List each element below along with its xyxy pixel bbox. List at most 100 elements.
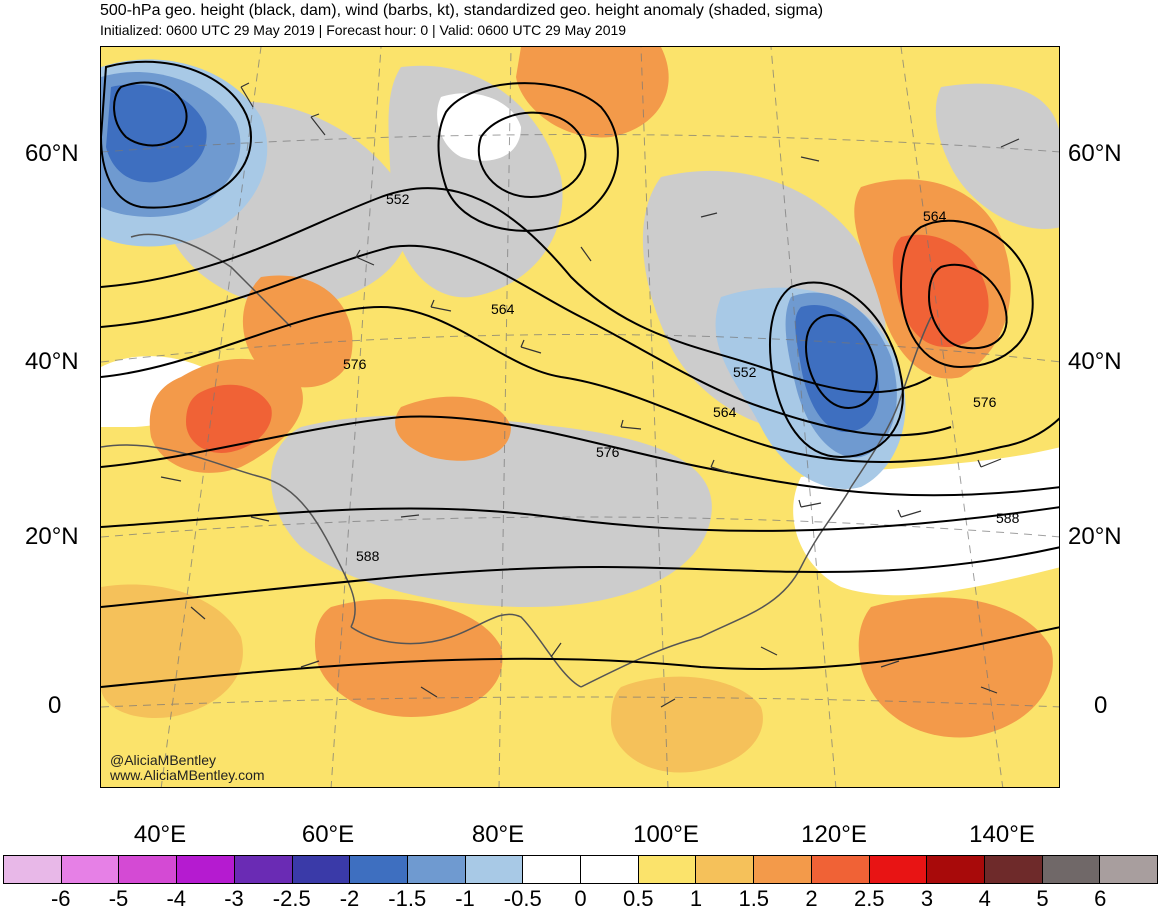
wind-barb (710, 459, 732, 474)
wind-barb (880, 660, 900, 668)
wind-barb (580, 246, 592, 262)
wind-barb (310, 113, 326, 136)
wind-barb (160, 476, 182, 482)
anomaly-region-gray-far-east (935, 83, 1059, 229)
anomaly-region-blue-northwest-core (106, 84, 207, 183)
colorbar-swatch (984, 856, 1043, 883)
wind-barb (977, 458, 1002, 468)
anomaly-region-orange-pacific (858, 597, 1053, 738)
height-contour (101, 60, 253, 209)
wind-barb (520, 339, 542, 354)
anomaly-region-orange-arabian-sea (314, 599, 503, 717)
wind-barb (190, 606, 206, 620)
lon-label: 40°E (133, 821, 187, 848)
colorbar-swatch (465, 856, 524, 883)
contour-label: 564 (713, 404, 737, 420)
colorbar-swatch (1100, 856, 1158, 883)
colorbar-label: 0.5 (622, 886, 654, 911)
colorbar-label: -4 (166, 886, 187, 911)
lat-label-left: 0 (48, 692, 62, 719)
colorbar-label: -6 (50, 886, 71, 911)
height-contour (101, 626, 1059, 688)
chart-subtitle: Initialized: 0600 UTC 29 May 2019 | Fore… (100, 22, 627, 38)
colorbar-swatch (523, 856, 582, 883)
colorbar-label: -1.5 (388, 886, 427, 911)
wind-barbs (160, 82, 1020, 708)
height-contour (101, 187, 932, 394)
wind-barb (420, 686, 438, 698)
wind-barb (355, 249, 375, 266)
anomaly-region-blue-manchuria-core (795, 305, 880, 432)
wind-barb (430, 299, 452, 312)
colorbar-swatch (811, 856, 870, 883)
height-contours (101, 60, 1059, 688)
colorbar-label: -1 (455, 886, 475, 911)
meridian-line (640, 47, 669, 787)
height-contour (899, 219, 1034, 369)
colorbar-label: 6 (1094, 886, 1107, 911)
lon-label: 80°E (471, 821, 525, 848)
lon-label: 60°E (301, 821, 355, 848)
anomaly-region-orange-japan-core (892, 234, 989, 347)
colorbar-label: 1 (689, 886, 703, 911)
lat-label-left: 60°N (25, 140, 79, 167)
contour-label: 588 (996, 510, 1020, 526)
lat-label-right: 60°N (1068, 140, 1122, 167)
parallel-line (101, 134, 1059, 153)
anomaly-region-white-arctic (437, 93, 521, 161)
colorbar-swatch (754, 856, 812, 883)
anomaly-region-orange-kazakh (242, 275, 353, 388)
coastline (580, 486, 852, 688)
anomaly-region-orange-west-china (395, 396, 511, 461)
meridian-line (160, 47, 262, 787)
credit-handle: @AliciaMBentley (110, 752, 217, 768)
anomaly-region-orange-east-africa (101, 584, 243, 718)
height-contour (477, 111, 587, 199)
colorbar-label: -0.5 (503, 886, 542, 911)
colorbar-label: 5 (1036, 886, 1049, 911)
anomaly-map: 552 564 576 552 564 576 564 576 588 588 (101, 47, 1059, 787)
colorbar-swatch (119, 856, 178, 883)
height-contour (437, 82, 619, 232)
colorbar-swatch (1042, 856, 1101, 883)
colorbar-label: 2.5 (853, 886, 885, 911)
chart-title: 500-hPa geo. height (black, dam), wind (… (100, 2, 824, 19)
lon-label: 140°E (969, 821, 1035, 848)
credit-url: www.AliciaMBentley.com (110, 767, 265, 783)
colorbar-swatch (61, 856, 120, 883)
colorbar-swatch (869, 856, 928, 883)
lon-label: 120°E (801, 821, 867, 848)
colorbar-label: 3 (920, 886, 934, 911)
colorbar-swatch (234, 856, 293, 883)
lon-label: 100°E (633, 821, 699, 848)
coastline (130, 233, 292, 328)
height-contour (804, 314, 878, 409)
wind-barb (1000, 138, 1020, 148)
wind-barb (798, 499, 822, 508)
wind-barb (300, 660, 320, 668)
wind-barb (700, 212, 718, 218)
colorbar-label: -2 (339, 886, 360, 911)
colorbar-swatch (927, 856, 985, 883)
lat-label-right: 20°N (1068, 523, 1122, 550)
coastline (350, 613, 582, 688)
wind-barb (760, 646, 778, 656)
lat-label-right: 0 (1094, 692, 1108, 719)
anomaly-region-orange-caspian-core (186, 384, 272, 453)
wind-barb (660, 698, 676, 708)
contour-label: 564 (923, 208, 947, 224)
colorbar-label: -3 (224, 886, 244, 911)
colorbar (3, 855, 1158, 884)
colorbar-swatch (638, 856, 697, 883)
height-contour (101, 546, 1059, 608)
wind-barb (897, 509, 922, 518)
lat-label-right: 40°N (1068, 348, 1122, 375)
height-contour (769, 281, 904, 459)
colorbar-label: 0 (574, 886, 587, 911)
contour-label: 552 (386, 191, 410, 207)
contour-label: 576 (343, 356, 367, 372)
wind-barb (620, 419, 642, 430)
height-contour (101, 415, 1059, 497)
parallel-line (101, 334, 1059, 363)
colorbar-label: 1.5 (738, 886, 770, 911)
